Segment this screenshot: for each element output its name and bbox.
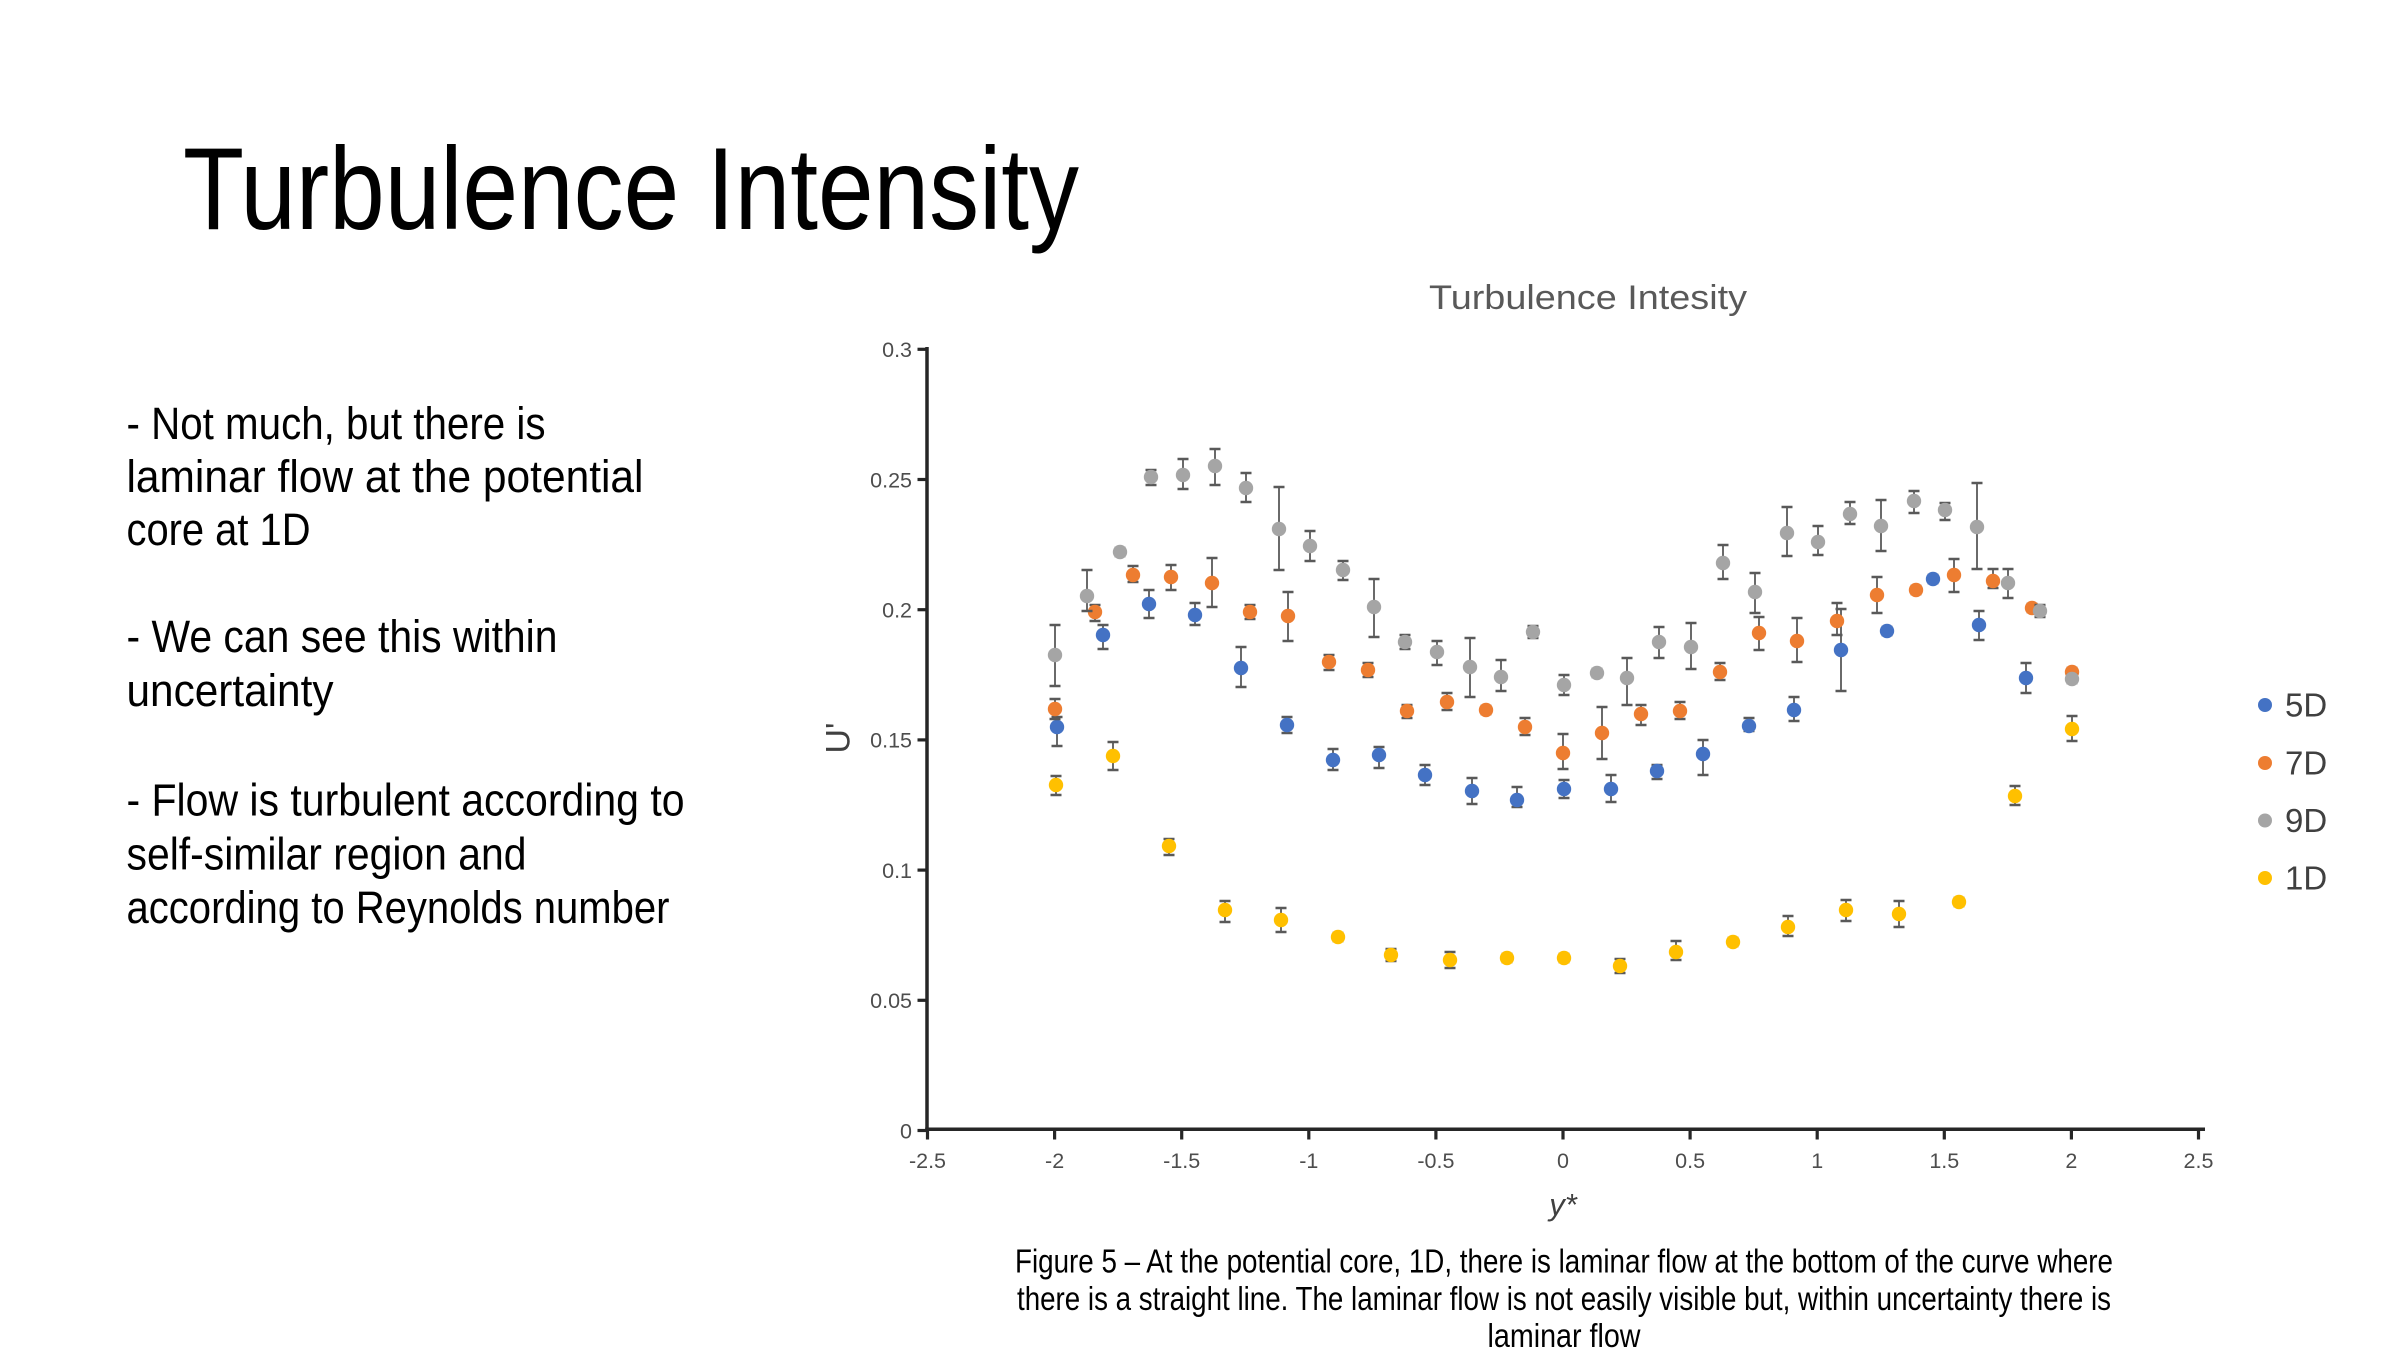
svg-text:Turbulence Intesity: Turbulence Intesity (1429, 279, 1747, 317)
svg-text:0.2: 0.2 (882, 599, 912, 623)
svg-text:2.5: 2.5 (2184, 1149, 2214, 1173)
svg-text:1: 1 (1811, 1149, 1823, 1173)
svg-text:0.5: 0.5 (1675, 1149, 1705, 1173)
svg-text:0.25: 0.25 (870, 468, 912, 492)
svg-text:there is a straight line. The: there is a straight line. The laminar fl… (1017, 1280, 2111, 1317)
svg-text:uncertainty: uncertainty (127, 665, 334, 716)
svg-text:- We can see this within: - We can see this within (127, 611, 558, 662)
svg-text:-0.5: -0.5 (1417, 1149, 1454, 1173)
svg-text:-1: -1 (1299, 1149, 1318, 1173)
svg-text:laminar flow at the potential: laminar flow at the potential (127, 451, 644, 502)
svg-text:self-similar region and: self-similar region and (127, 829, 527, 880)
svg-text:U': U' (820, 722, 858, 753)
svg-text:9D: 9D (2285, 802, 2327, 839)
svg-text:Turbulence Intensity: Turbulence Intensity (183, 123, 1079, 254)
svg-text:0: 0 (900, 1119, 912, 1143)
svg-text:1D: 1D (2285, 860, 2327, 897)
svg-text:- Flow is turbulent according: - Flow is turbulent according to (127, 775, 685, 826)
svg-text:y*: y* (1547, 1187, 1578, 1222)
svg-text:0.05: 0.05 (870, 989, 912, 1013)
svg-text:-2: -2 (1045, 1149, 1064, 1173)
svg-text:1.5: 1.5 (1929, 1149, 1959, 1173)
svg-text:laminar flow: laminar flow (1488, 1317, 1641, 1350)
svg-text:-1.5: -1.5 (1163, 1149, 1200, 1173)
svg-text:core at 1D: core at 1D (127, 504, 311, 555)
svg-text:0: 0 (1557, 1149, 1569, 1173)
svg-text:Figure 5 – At the potential co: Figure 5 – At the potential core, 1D, th… (1015, 1243, 2113, 1280)
svg-text:2: 2 (2065, 1149, 2077, 1173)
svg-text:according to Reynolds number: according to Reynolds number (127, 882, 670, 933)
svg-text:5D: 5D (2285, 687, 2327, 724)
svg-text:-2.5: -2.5 (909, 1149, 946, 1173)
svg-text:0.1: 0.1 (882, 859, 912, 883)
svg-text:7D: 7D (2285, 745, 2327, 782)
svg-text:- Not much, but there is: - Not much, but there is (127, 398, 546, 449)
svg-text:0.15: 0.15 (870, 729, 912, 753)
svg-text:0.3: 0.3 (882, 338, 912, 362)
